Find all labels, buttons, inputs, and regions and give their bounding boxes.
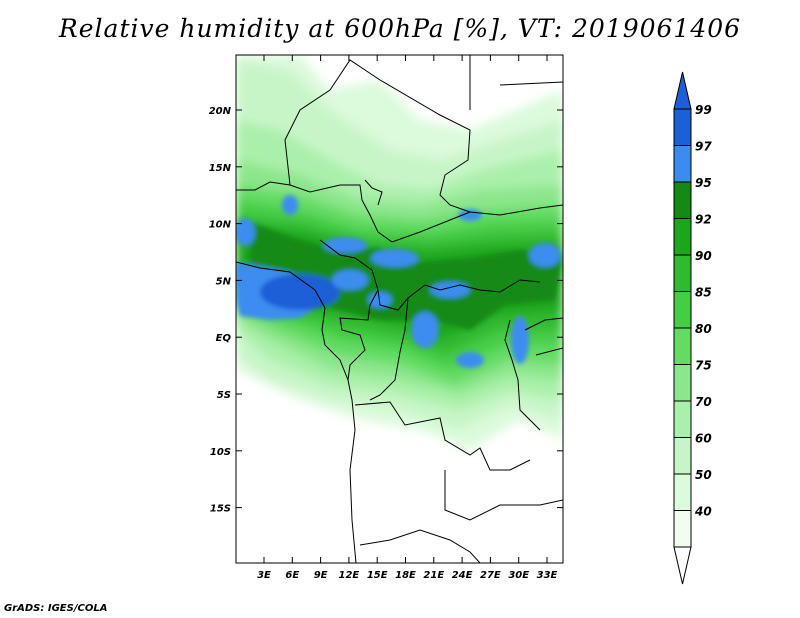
- map-frame: [235, 54, 564, 564]
- lon-tick-label: 15E: [367, 570, 388, 581]
- colorbar-label: 70: [695, 395, 712, 409]
- longitude-axis: 3E 6E 9E 12E 15E 18E 21E 24E 27E 30E 33E: [257, 55, 558, 581]
- colorbar-label: 97: [695, 140, 712, 154]
- colorbar-label: 40: [694, 505, 712, 519]
- colorbar-label: 92: [695, 213, 712, 227]
- country-borders: [236, 55, 563, 563]
- lon-tick-label: 24E: [452, 570, 473, 581]
- credit-text: GrADS: IGES/COLA: [4, 603, 108, 614]
- lat-tick-label: EQ: [216, 333, 232, 344]
- lat-tick-label: 10N: [209, 220, 232, 231]
- lon-tick-label: 3E: [257, 570, 271, 581]
- lon-tick-label: 33E: [537, 570, 558, 581]
- colorbar-label: 60: [695, 432, 712, 446]
- colorbar-label: 50: [695, 468, 712, 482]
- colorbar-segment: [673, 291, 692, 329]
- lon-tick-label: 30E: [508, 570, 529, 581]
- chart-title: Relative humidity at 600hPa [%], VT: 201…: [58, 14, 742, 43]
- colorbar-segment: [673, 473, 692, 511]
- colorbar-top-arrow: [673, 71, 692, 110]
- lon-tick-label: 9E: [314, 570, 328, 581]
- latitude-axis: 20N 15N 10N 5N EQ 5S 10S 15S: [209, 106, 563, 515]
- colorbar-segment: [673, 364, 692, 402]
- colorbar-label: 99: [695, 103, 712, 117]
- lat-tick-label: 15N: [209, 163, 232, 174]
- lon-tick-label: 12E: [339, 570, 360, 581]
- lon-tick-label: 6E: [285, 570, 299, 581]
- lat-tick-label: 10S: [210, 447, 231, 458]
- lat-tick-label: 5N: [216, 276, 232, 287]
- colorbar-bottom-arrow: [673, 546, 692, 585]
- colorbar-label: 75: [695, 359, 712, 373]
- colorbar-label: 90: [695, 249, 712, 263]
- lat-tick-label: 15S: [210, 504, 231, 515]
- colorbar-segment: [673, 108, 692, 146]
- colorbar-label: 80: [695, 322, 712, 336]
- colorbar-segment: [673, 510, 692, 548]
- colorbar-segment: [673, 327, 692, 365]
- lon-tick-label: 18E: [395, 570, 416, 581]
- colorbar-segment: [673, 254, 692, 292]
- colorbar-label: 85: [695, 286, 712, 300]
- colorbar-segment: [673, 218, 692, 256]
- colorbar-segment: [673, 181, 692, 219]
- lon-tick-label: 27E: [480, 570, 501, 581]
- colorbar-label: 95: [695, 176, 712, 190]
- colorbar-segment: [673, 145, 692, 183]
- lat-tick-label: 5S: [217, 390, 231, 401]
- lat-tick-label: 20N: [209, 106, 232, 117]
- lon-tick-label: 21E: [423, 570, 444, 581]
- humidity-field: [236, 55, 563, 563]
- colorbar-segment: [673, 437, 692, 475]
- colorbar: 99 97 95 92 90 85 80 75 70 60 50 40: [673, 71, 712, 585]
- colorbar-segment: [673, 400, 692, 438]
